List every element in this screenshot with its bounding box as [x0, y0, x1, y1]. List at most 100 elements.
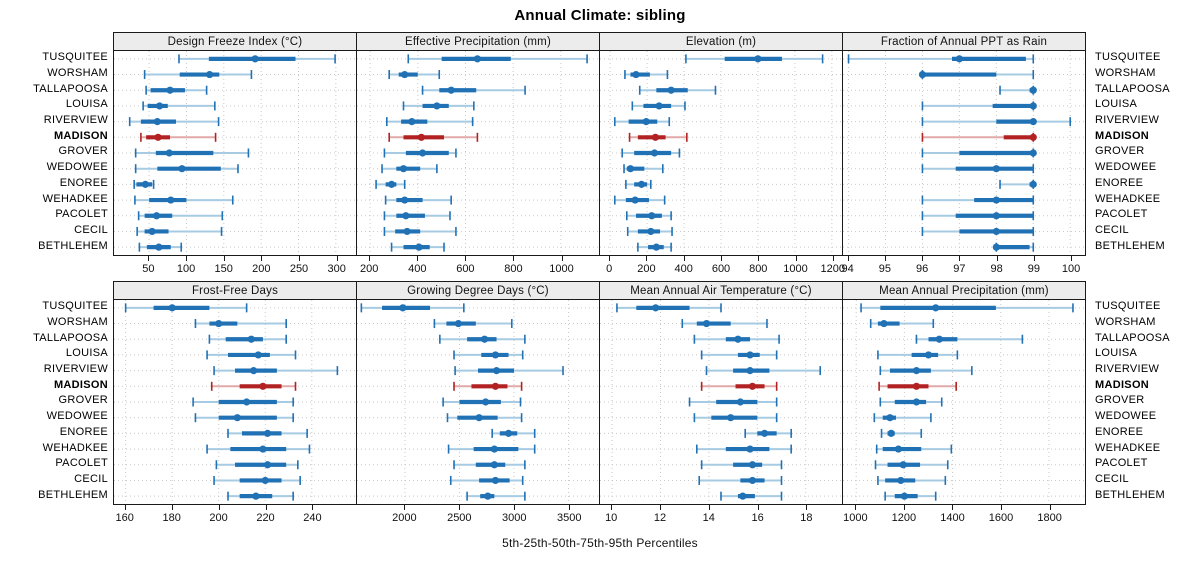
series-labels-right: TUSQUITEE WORSHAM TALLAPOOSA LOUISA RIVERVIE…	[1086, 281, 1191, 503]
panel-strip-title: Effective Precipitation (mm)	[357, 33, 599, 51]
interval-worsham	[433, 319, 513, 329]
plot-svg	[843, 300, 1085, 504]
plot-area	[114, 300, 356, 504]
gridlines	[843, 51, 1085, 255]
panel-box: Elevation (m)	[599, 32, 843, 256]
interval-grover	[192, 397, 294, 407]
interval-madison	[878, 381, 957, 391]
series-label-left-wedowee: WEDOWEE	[46, 161, 108, 174]
interval-louisa	[877, 350, 959, 360]
tick-label: 97	[953, 263, 966, 275]
tick-label: 1200	[891, 512, 917, 524]
panel-box: Growing Degree Days (°C)	[356, 281, 600, 505]
tick-label: 16	[751, 512, 764, 524]
tick-label: 400	[674, 263, 693, 275]
series-label-left-tallapoosa: TALLAPOOSA	[33, 82, 108, 95]
series-label-left-louisa: LOUISA	[65, 98, 108, 111]
tick-mark	[952, 505, 954, 510]
interval-enoree	[491, 428, 536, 438]
interval-wehadkee	[921, 195, 1035, 205]
tick-mark	[611, 505, 613, 510]
interval-tusquitee	[407, 54, 588, 64]
tick-label: 800	[749, 263, 768, 275]
plot-svg	[843, 51, 1085, 255]
series-label-left-pacolet: PACOLET	[55, 457, 108, 470]
interval-worsham	[918, 70, 1035, 80]
series-label-left-enoree: ENOREE	[59, 425, 108, 438]
tick-label: 200	[637, 263, 656, 275]
x-axis-design-freeze-index-c: 50 100 150 200 250 300	[113, 256, 357, 278]
panel-box: Frost-Free Days	[113, 281, 357, 505]
interval-tusquitee	[685, 54, 824, 64]
interval-enoree	[375, 179, 406, 189]
interval-tallapoosa	[638, 85, 717, 95]
interval-wehadkee	[875, 444, 953, 454]
tick-mark	[124, 505, 126, 510]
interval-wedowee	[623, 164, 664, 174]
interval-tallapoosa	[915, 334, 1024, 344]
tick-mark	[369, 256, 371, 261]
panel-design-freeze-index-c: Design Freeze Index (°C) 50 100 150 200 250 30…	[113, 32, 357, 278]
tick-mark	[683, 256, 685, 261]
interval-tusquitee	[360, 303, 465, 313]
gridlines	[843, 300, 1085, 504]
tick-mark	[404, 505, 406, 510]
plot-svg	[600, 300, 842, 504]
tick-label: 3500	[556, 512, 582, 524]
tick-label: 240	[303, 512, 322, 524]
tick-mark	[569, 505, 571, 510]
interval-madison	[210, 381, 297, 391]
interval-madison	[921, 132, 1037, 142]
x-axis-effective-precipitation-mm: 200 400 600 800 1000	[356, 256, 600, 278]
interval-pacolet	[453, 460, 526, 470]
tick-mark	[148, 256, 150, 261]
tick-mark	[996, 256, 998, 261]
interval-louisa	[631, 101, 686, 111]
series-label-right-bethlehem: BETHLEHEM	[1095, 239, 1165, 252]
tick-label: 1200	[820, 263, 845, 275]
interval-wedowee	[921, 164, 1035, 174]
tick-mark	[795, 256, 797, 261]
series-label-right-tusquitee: TUSQUITEE	[1095, 51, 1161, 64]
tick-mark	[514, 505, 516, 510]
plot-svg	[357, 300, 599, 504]
series-label-left-riverview: RIVERVIEW	[43, 363, 108, 376]
interval-wehadkee	[134, 195, 234, 205]
interval-wedowee	[693, 413, 778, 423]
panel-mean-annual-precipitation-mm: Mean Annual Precipitation (mm) 1000 1200 14…	[842, 281, 1086, 527]
interval-cecil	[921, 226, 1035, 236]
tick-label: 200	[209, 512, 228, 524]
series-label-right-wehadkee: WEHADKEE	[1095, 441, 1161, 454]
interval-louisa	[206, 350, 297, 360]
series-label-right-tusquitee: TUSQUITEE	[1095, 300, 1161, 313]
tick-mark	[832, 256, 834, 261]
tick-mark	[261, 256, 263, 261]
interval-wehadkee	[206, 444, 311, 454]
interval-tallapoosa	[145, 85, 208, 95]
x-axis-caption: 5th-25th-50th-75th-95th Percentiles	[502, 536, 698, 550]
interval-riverview	[386, 117, 474, 127]
interval-louisa	[142, 101, 216, 111]
interval-bethlehem	[720, 491, 783, 501]
x-axis-growing-degree-days-c: 2000 2500 3000 3500	[356, 505, 600, 527]
plot-area	[843, 300, 1085, 504]
tick-label: 220	[256, 512, 275, 524]
interval-grover	[688, 397, 778, 407]
series-label-right-madison: MADISON	[1095, 378, 1150, 391]
series-label-left-pacolet: PACOLET	[55, 208, 108, 221]
series-labels-right: TUSQUITEE WORSHAM TALLAPOOSA LOUISA RIVERVIE…	[1086, 32, 1191, 254]
series-labels-left: TUSQUITEE WORSHAM TALLAPOOSA LOUISA RIVERVIE…	[1, 281, 113, 503]
panel-row-top: TUSQUITEE WORSHAM TALLAPOOSA LOUISA RIVERVIE…	[1, 32, 1200, 278]
x-axis-frost-free-days: 160 180 200 220 240	[113, 505, 357, 527]
interval-tusquitee	[847, 54, 1035, 64]
series-label-right-grover: GROVER	[1095, 394, 1145, 407]
tick-mark	[561, 256, 563, 261]
series-label-right-enoree: ENOREE	[1095, 425, 1144, 438]
interval-madison	[628, 132, 688, 142]
interval-riverview	[921, 117, 1072, 127]
interval-pacolet	[921, 211, 1035, 221]
plot-area	[843, 51, 1085, 255]
panel-growing-degree-days-c: Growing Degree Days (°C) 2000 2500 3000 3500	[356, 281, 600, 527]
tick-label: 12	[653, 512, 667, 524]
